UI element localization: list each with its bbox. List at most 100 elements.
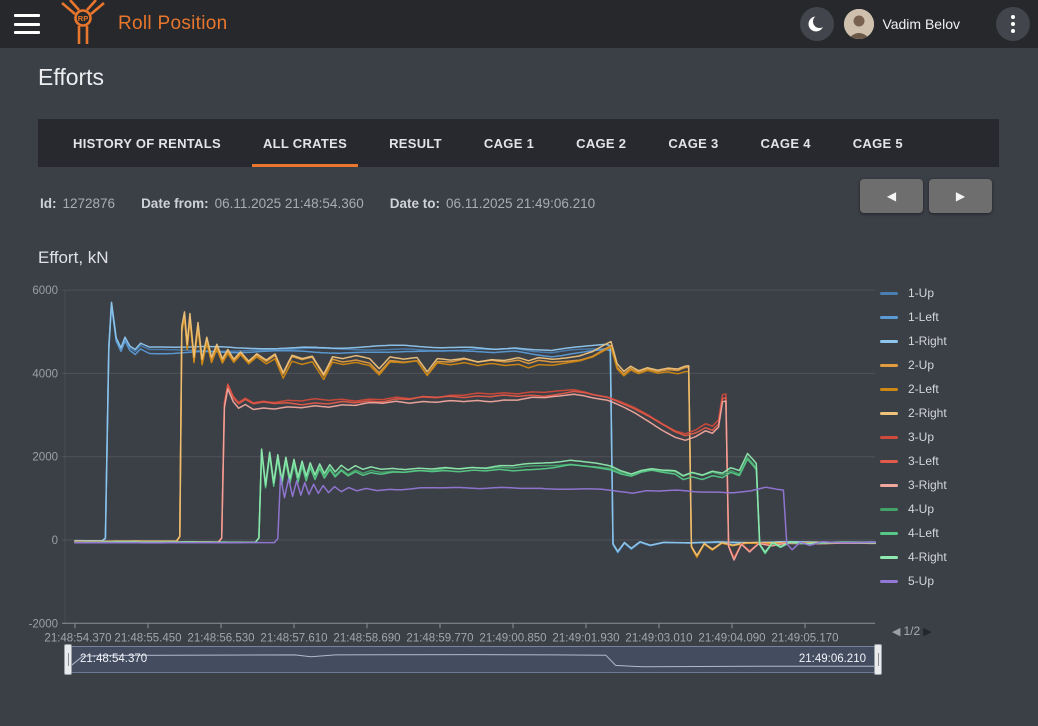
x-tick-label: 21:48:54.370 [44, 632, 111, 644]
legend-label: 1-Left [908, 310, 939, 324]
tab-cage-3[interactable]: CAGE 3 [647, 119, 739, 167]
x-tick-label: 21:48:58.690 [333, 632, 400, 644]
page-title: Efforts [38, 64, 105, 90]
series-line-1-Up [74, 301, 877, 554]
legend-item-2-right[interactable]: 2-Right [880, 401, 947, 425]
legend-swatch [880, 387, 898, 391]
user-name: Vadim Belov [882, 16, 960, 32]
x-tick-label: 21:48:59.770 [406, 632, 473, 644]
legend-label: 3-Up [908, 430, 935, 444]
x-tick-label: 21:49:04.090 [698, 632, 765, 644]
legend-item-2-up[interactable]: 2-Up [880, 353, 947, 377]
avatar [844, 9, 875, 39]
legend-swatch [880, 411, 898, 415]
svg-text:RP: RP [78, 14, 88, 23]
series-line-3-Right [74, 388, 877, 561]
series-line-3-Left [74, 384, 877, 560]
id-value: 1272876 [62, 196, 116, 211]
legend-item-4-up[interactable]: 4-Up [880, 497, 947, 521]
date-to-label: Date to: [389, 196, 440, 211]
legend-swatch [880, 363, 898, 367]
legend-label: 1-Right [908, 334, 947, 348]
legend-swatch [880, 315, 898, 319]
record-meta: Id: 1272876 Date from: 06.11.2025 21:48:… [40, 196, 595, 211]
tab-cage-4[interactable]: CAGE 4 [740, 119, 832, 167]
legend-item-2-left[interactable]: 2-Left [880, 377, 947, 401]
app-bar: RP Roll Position Vadim Belov [0, 0, 1038, 48]
legend-label: 5-Up [908, 574, 935, 588]
legend-item-4-right[interactable]: 4-Right [880, 545, 947, 569]
y-tick-label: 6000 [32, 285, 58, 297]
arrow-left-icon: ◀ [886, 189, 897, 203]
effort-line-chart[interactable]: 6000 4000 2000 0 -2000 21:48:54.370 21:48:55.4… [0, 248, 1038, 652]
legend-item-1-up[interactable]: 1-Up [880, 281, 947, 305]
legend-label: 2-Up [908, 358, 935, 372]
y-tick-label: 4000 [32, 368, 58, 380]
record-id: Id: 1272876 [40, 196, 115, 211]
series-line-4-Right [74, 448, 877, 553]
legend-label: 3-Left [908, 454, 939, 468]
more-options-button[interactable] [996, 7, 1030, 41]
legend-item-3-up[interactable]: 3-Up [880, 425, 947, 449]
tab-bar: HISTORY OF RENTALS ALL CRATES RESULT CAGE 1… [38, 119, 999, 167]
legend-swatch [880, 435, 898, 439]
legend-item-3-right[interactable]: 3-Right [880, 473, 947, 497]
legend-swatch [880, 555, 898, 559]
slider-selected-range[interactable] [68, 646, 878, 673]
legend-swatch [880, 483, 898, 487]
x-tick-label: 21:49:00.850 [479, 632, 546, 644]
legend-item-1-right[interactable]: 1-Right [880, 329, 947, 353]
previous-record-button[interactable]: ◀ [860, 179, 923, 213]
legend-item-4-left[interactable]: 4-Left [880, 521, 947, 545]
tab-all-crates[interactable]: ALL CRATES [242, 119, 368, 167]
legend-item-3-left[interactable]: 3-Left [880, 449, 947, 473]
legend-next-page-icon[interactable]: ▶ [923, 625, 932, 638]
tab-history-of-rentals[interactable]: HISTORY OF RENTALS [52, 119, 242, 167]
y-tick-label: 2000 [32, 452, 58, 464]
overview-path [68, 654, 878, 669]
legend-pager: ◀ 1/2 ▶ [891, 624, 933, 638]
legend-item-5-up[interactable]: 5-Up [880, 569, 947, 593]
moon-icon [808, 15, 827, 32]
kebab-icon [1011, 15, 1015, 33]
tab-result[interactable]: RESULT [368, 119, 463, 167]
brand-title: Roll Position [118, 13, 228, 34]
slider-left-handle[interactable] [64, 644, 72, 675]
slider-start-label: 21:48:54.370 [80, 653, 148, 665]
arrow-right-icon: ▶ [955, 189, 966, 203]
slider-overview-line [68, 654, 878, 669]
next-record-button[interactable]: ▶ [929, 179, 992, 213]
date-to: Date to: 06.11.2025 21:49:06.210 [390, 196, 595, 211]
series-line-4-Up [74, 449, 877, 554]
user-menu[interactable]: Vadim Belov [844, 9, 960, 39]
legend-swatch [880, 459, 898, 463]
legend-swatch [880, 507, 898, 511]
date-from-value: 06.11.2025 21:48:54.360 [214, 196, 364, 211]
legend-prev-page-icon[interactable]: ◀ [892, 625, 901, 638]
legend-label: 2-Right [908, 406, 947, 420]
legend-swatch [880, 339, 898, 343]
series-line-1-Right [74, 301, 877, 553]
menu-hamburger-icon[interactable] [14, 14, 40, 34]
legend-label: 4-Up [908, 502, 935, 516]
legend-label: 4-Right [908, 550, 947, 564]
legend-item-1-left[interactable]: 1-Left [880, 305, 947, 329]
legend-label: 1-Up [908, 286, 935, 300]
x-tick-label: 21:49:03.010 [625, 632, 692, 644]
chart-legend: 1-Up 1-Left 1-Right 2-Up 2-Left 2-Right 3-Up 3-… [880, 281, 947, 593]
date-from-label: Date from: [141, 196, 209, 211]
tab-cage-5[interactable]: CAGE 5 [832, 119, 924, 167]
id-label: Id: [40, 196, 57, 211]
tab-cage-2[interactable]: CAGE 2 [555, 119, 647, 167]
x-tick-label: 21:48:56.530 [187, 632, 254, 644]
tab-cage-1[interactable]: CAGE 1 [463, 119, 555, 167]
x-tick-label: 21:48:55.450 [114, 632, 181, 644]
dark-mode-toggle-button[interactable] [800, 7, 835, 41]
date-to-value: 06.11.2025 21:49:06.210 [445, 196, 596, 211]
slider-right-handle[interactable] [874, 644, 882, 675]
series-line-5-Up [74, 475, 877, 551]
record-navigation: ◀ ▶ [860, 179, 992, 213]
time-range-slider[interactable]: 21:48:54.370 21:49:06.210 [64, 644, 882, 675]
legend-swatch [880, 291, 898, 295]
x-tick-label: 21:48:57.610 [260, 632, 327, 644]
